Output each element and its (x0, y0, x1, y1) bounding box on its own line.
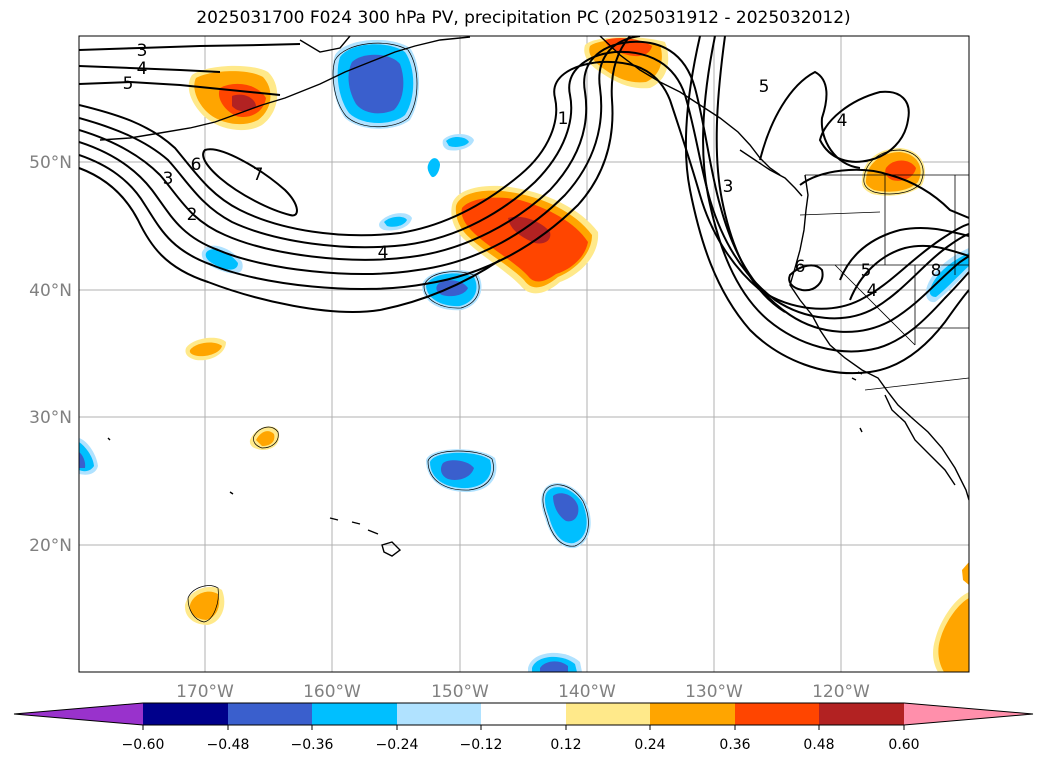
precip-blob (384, 216, 407, 227)
precip-blob (938, 598, 969, 672)
colorbar-tick: −0.48 (207, 737, 250, 753)
precip-blob (427, 158, 440, 178)
colorbar-tick: 0.48 (803, 737, 834, 753)
precip-blob (232, 94, 256, 112)
colorbar-bin (397, 703, 481, 725)
colorbar-bin (566, 703, 650, 725)
lon-label: 130°W (685, 682, 743, 702)
contour-label: 5 (123, 74, 134, 94)
contour-label: 4 (837, 111, 848, 131)
contour-label: 7 (253, 165, 264, 185)
colorbar-bin (228, 703, 312, 725)
lat-label: 50°N (29, 153, 72, 173)
contour-label: 6 (795, 257, 806, 277)
precip-blob (446, 136, 469, 147)
colorbar-tick: 0.60 (888, 737, 919, 753)
colorbar-tick: −0.12 (460, 737, 503, 753)
lat-labels: 50°N 40°N 30°N 20°N (29, 153, 72, 556)
precip-blob (348, 54, 404, 114)
colorbar-tick: −0.60 (122, 737, 165, 753)
contour-label: 5 (759, 77, 770, 97)
colorbar-bin (143, 703, 228, 725)
colorbar-bin (481, 703, 566, 725)
pv-contours (79, 36, 969, 375)
lon-labels: 170°W 160°W 150°W 140°W 130°W 120°W (176, 682, 870, 702)
precip-blob (962, 562, 969, 585)
colorbar-tick: 0.36 (719, 737, 750, 753)
contour-label: 6 (191, 155, 202, 175)
precip-blob (256, 431, 275, 446)
colorbar-bin (650, 703, 735, 725)
precip-blob (461, 197, 588, 282)
lon-label: 120°W (812, 682, 870, 702)
contour-label: 4 (137, 59, 148, 79)
lon-label: 160°W (303, 682, 361, 702)
contour-labels: 3 4 5 6 7 2 3 4 1 3 5 4 6 5 4 8 (123, 41, 942, 301)
plot-frame (78, 35, 970, 673)
contour-label: 8 (931, 261, 942, 281)
colorbar-tick: 0.12 (550, 737, 581, 753)
precip-blob (189, 342, 222, 357)
precip-blob (929, 253, 969, 297)
lat-label: 20°N (29, 536, 72, 556)
colorbar-tick: −0.24 (376, 737, 419, 753)
colorbar-tick: −0.36 (291, 737, 334, 753)
contour-label: 4 (867, 281, 878, 301)
precip-negative (79, 39, 969, 672)
contour-label: 4 (378, 243, 389, 263)
colorbar-extend-right (904, 703, 1033, 725)
colorbar: −0.60 −0.48 −0.36 −0.24 −0.12 0.12 0.24 … (13, 702, 1034, 753)
contour-label: 5 (861, 261, 872, 281)
coastlines (99, 36, 969, 557)
colorbar-bin (312, 703, 397, 725)
precip-outlines (187, 42, 924, 623)
map-title: 2025031700 F024 300 hPa PV, precipitatio… (196, 8, 851, 28)
colorbar-tick: 0.24 (634, 737, 665, 753)
lon-label: 140°W (558, 682, 616, 702)
precip-blob (205, 249, 238, 270)
contour-label: 3 (137, 41, 148, 61)
precip-blob (189, 591, 220, 620)
colorbar-bin (819, 703, 904, 725)
precip-blob (79, 452, 86, 468)
precip-blob (440, 460, 474, 480)
lat-label: 40°N (29, 281, 72, 301)
contour-label: 3 (723, 177, 734, 197)
lat-label: 30°N (29, 408, 72, 428)
lon-label: 170°W (176, 682, 234, 702)
colorbar-bin (735, 703, 819, 725)
lon-label: 150°W (431, 682, 489, 702)
plot-area: 3 4 5 6 7 2 3 4 1 3 5 4 6 5 4 8 (79, 36, 969, 672)
contour-label: 2 (187, 205, 198, 225)
precip-blob (436, 280, 468, 297)
contour-label: 3 (163, 169, 174, 189)
contour-label: 1 (558, 109, 569, 129)
precip-blob (540, 661, 568, 672)
precip-blob (553, 493, 579, 522)
colorbar-extend-left (14, 703, 143, 725)
